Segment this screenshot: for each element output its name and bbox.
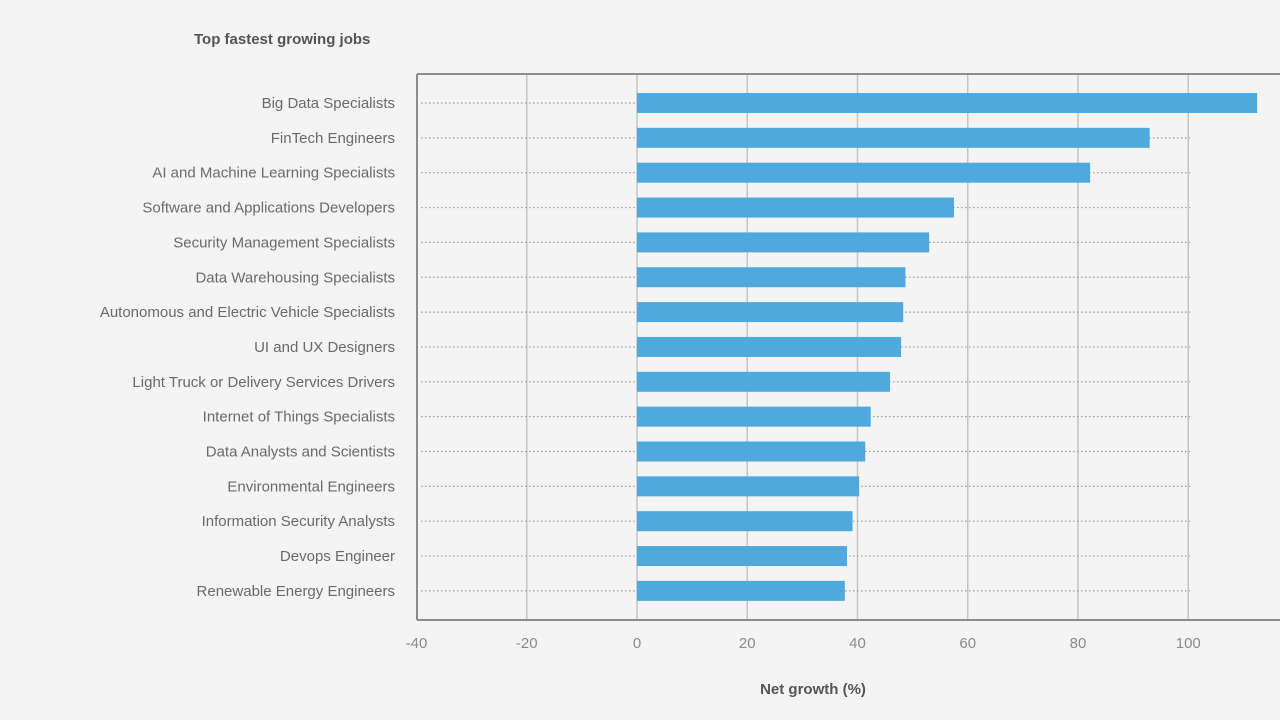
category-label: Data Warehousing Specialists: [195, 269, 395, 286]
category-label: Light Truck or Delivery Services Drivers: [132, 374, 395, 391]
category-label: AI and Machine Learning Specialists: [152, 165, 395, 182]
bar: [637, 162, 1091, 183]
bar: [637, 267, 906, 288]
bar: [637, 371, 891, 392]
category-label: Environmental Engineers: [227, 478, 395, 495]
bar: [637, 93, 1258, 113]
bar: [637, 302, 904, 323]
category-label: Software and Applications Developers: [142, 200, 395, 217]
chart-title: Top fastest growing jobs: [194, 31, 371, 48]
x-tick-label: 0: [633, 635, 641, 652]
x-tick-label: 100: [1176, 635, 1201, 652]
bar: [637, 197, 954, 218]
category-label: Data Analysts and Scientists: [206, 444, 395, 461]
label-layer: -40 -20 0 20 40 60 80 100 Big Data Specialists Fi…: [100, 95, 1201, 652]
category-label: Renewable Energy Engineers: [197, 583, 395, 600]
x-tick-label: -20: [516, 635, 538, 652]
bar: [637, 580, 845, 601]
category-label: Security Management Specialists: [173, 234, 395, 251]
x-tick-label: 40: [849, 635, 866, 652]
bar: [637, 511, 853, 532]
category-label: Devops Engineer: [280, 548, 395, 565]
x-axis-title: Net growth (%): [760, 681, 866, 698]
bar: [637, 406, 871, 427]
x-tick-label: -40: [406, 635, 428, 652]
bar: [637, 232, 930, 253]
category-label: Information Security Analysts: [202, 513, 395, 530]
x-tick-label: 60: [959, 635, 976, 652]
category-label: UI and UX Designers: [254, 339, 395, 356]
category-label: Internet of Things Specialists: [203, 409, 395, 426]
bar: [637, 476, 860, 497]
category-label: Autonomous and Electric Vehicle Speciali…: [100, 304, 395, 321]
bar: [637, 127, 1150, 148]
x-tick-label: 20: [739, 635, 756, 652]
category-label: Big Data Specialists: [262, 95, 395, 112]
axis-layer: [416, 73, 1280, 621]
x-tick-label: 80: [1070, 635, 1087, 652]
bar: [637, 546, 848, 567]
bar: [637, 441, 866, 462]
bar-layer: [637, 93, 1258, 601]
bar: [637, 336, 902, 357]
category-label: FinTech Engineers: [271, 130, 395, 147]
